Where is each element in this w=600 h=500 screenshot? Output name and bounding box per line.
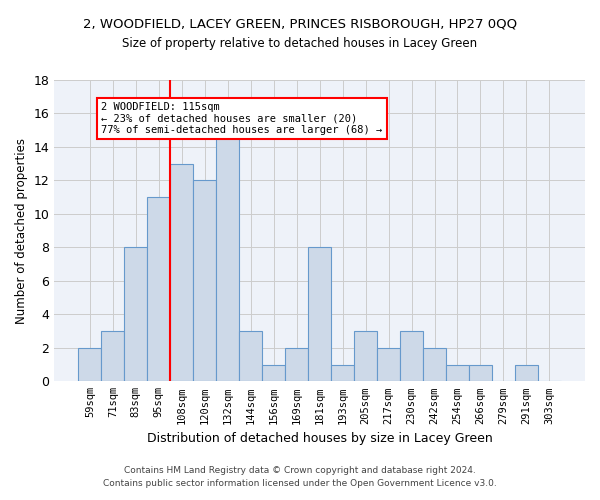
Bar xyxy=(239,331,262,382)
Bar xyxy=(79,348,101,382)
Bar xyxy=(354,331,377,382)
Bar xyxy=(308,248,331,382)
X-axis label: Distribution of detached houses by size in Lacey Green: Distribution of detached houses by size … xyxy=(147,432,493,445)
Bar xyxy=(423,348,446,382)
Y-axis label: Number of detached properties: Number of detached properties xyxy=(15,138,28,324)
Bar xyxy=(400,331,423,382)
Bar xyxy=(101,331,124,382)
Bar xyxy=(262,364,285,382)
Bar xyxy=(170,164,193,382)
Bar xyxy=(285,348,308,382)
Text: 2, WOODFIELD, LACEY GREEN, PRINCES RISBOROUGH, HP27 0QQ: 2, WOODFIELD, LACEY GREEN, PRINCES RISBO… xyxy=(83,18,517,30)
Bar xyxy=(331,364,354,382)
Bar xyxy=(148,197,170,382)
Bar xyxy=(216,130,239,382)
Bar xyxy=(124,248,148,382)
Bar xyxy=(193,180,216,382)
Bar xyxy=(469,364,492,382)
Text: Contains HM Land Registry data © Crown copyright and database right 2024.
Contai: Contains HM Land Registry data © Crown c… xyxy=(103,466,497,487)
Text: 2 WOODFIELD: 115sqm
← 23% of detached houses are smaller (20)
77% of semi-detach: 2 WOODFIELD: 115sqm ← 23% of detached ho… xyxy=(101,102,383,135)
Bar xyxy=(446,364,469,382)
Text: Size of property relative to detached houses in Lacey Green: Size of property relative to detached ho… xyxy=(122,38,478,51)
Bar xyxy=(377,348,400,382)
Bar xyxy=(515,364,538,382)
